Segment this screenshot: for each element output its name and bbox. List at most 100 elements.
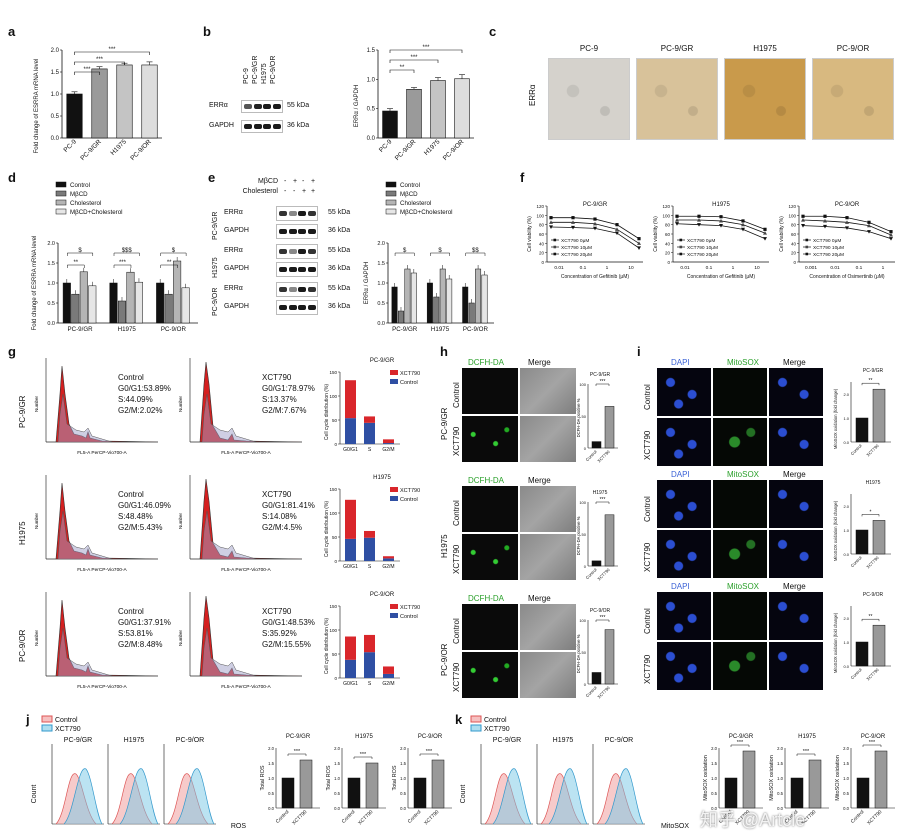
legend-marker — [553, 238, 557, 242]
x-axis-label: ROS — [231, 823, 247, 830]
legend-label: XCT790 0μM — [687, 238, 715, 244]
x-tick-label: Control — [341, 809, 357, 825]
sig-label: *** — [108, 47, 116, 53]
legend-label: Control — [400, 614, 418, 620]
sig-bracket — [430, 252, 450, 256]
s-value: S:13.37% — [262, 395, 297, 404]
series-point — [549, 225, 553, 229]
sig-bracket — [595, 383, 610, 386]
y-tick-label: 1.5 — [334, 761, 340, 766]
y-tick-label: 0.0 — [711, 806, 717, 811]
x-axis-label: Concentration of Gefitinib (μM) — [561, 274, 630, 280]
col-header: DAPI — [671, 582, 690, 591]
chart-title: PC-9/OR — [370, 592, 395, 598]
bar-control — [345, 418, 356, 444]
y-axis-label: Number — [178, 396, 183, 413]
bar — [126, 271, 135, 324]
g0g1-value: G0/G1:78.97% — [262, 384, 315, 393]
y-axis-label: Count — [31, 785, 38, 804]
row-cell-label: PC-9/GR — [440, 407, 449, 440]
blot-band — [279, 249, 287, 254]
g2m-value: G2/M:7.67% — [262, 406, 307, 415]
bar-xct790 — [364, 530, 375, 538]
sig-label: ** — [869, 378, 873, 384]
treatment-label: Control — [643, 496, 652, 522]
lane-label: PC-9/GR — [252, 55, 259, 84]
chart-title: PC-9/GR — [583, 202, 608, 208]
y-tick-label: 0.0 — [377, 321, 385, 327]
y-axis-label: Number — [34, 396, 39, 413]
lane-label: H1975 — [261, 63, 268, 84]
bar — [808, 759, 822, 809]
y-tick-label: 2.0 — [334, 746, 340, 751]
y-tick-label: 1.5 — [268, 761, 274, 766]
bar — [475, 268, 482, 324]
bar — [173, 260, 182, 324]
s-value: S:35.92% — [262, 629, 297, 638]
sig-label: *** — [119, 260, 127, 266]
g0g1-value: G0/G1:53.89% — [118, 384, 171, 393]
bar-control — [364, 652, 375, 678]
band-name: GAPDH — [209, 122, 234, 129]
y-tick-label: 1.0 — [400, 776, 406, 781]
legend-swatch — [385, 190, 397, 197]
y-tick-label: 150 — [329, 370, 337, 375]
mitosox-image — [713, 642, 767, 690]
series-point — [741, 227, 745, 232]
blot-band — [272, 104, 281, 109]
chart-title: PC-9/GR — [370, 358, 395, 364]
col-header-merge: Merge — [528, 594, 551, 603]
bar — [431, 759, 445, 809]
blot-band — [288, 229, 297, 234]
y-tick-label: 2.0 — [777, 746, 783, 751]
y-tick-label: 2.0 — [843, 392, 849, 397]
ihc-title: PC-9 — [579, 44, 599, 53]
ihc-image — [724, 58, 806, 140]
x-tick-label: 1 — [732, 265, 735, 271]
bar-chart-b: ERRα / GAPDH 0.0 0.5 1.0 1.5 PC-9 PC-9/GR H1975… — [354, 45, 474, 162]
g2m-value: G2/M:15.55% — [262, 640, 311, 649]
sig-bracket — [67, 252, 94, 256]
band-name: ERRα — [224, 247, 243, 254]
g2m-value: G2/M:8.48% — [118, 640, 163, 649]
y-tick-label: 0.0 — [400, 806, 406, 811]
series-point — [867, 220, 871, 224]
flow-histogram: FL5-A PerCP-Vio700-A Number — [34, 475, 159, 573]
col-header: MitoSOX — [727, 582, 760, 591]
merge-image — [769, 642, 823, 690]
bar — [790, 777, 804, 809]
col-header: MitoSOX — [727, 358, 760, 367]
sig-bracket — [861, 514, 880, 517]
legend-label: Control — [400, 182, 420, 189]
sig-label: $ — [438, 248, 442, 254]
sig-bracket — [74, 71, 100, 75]
row-cell-label: H1975 — [18, 521, 27, 545]
y-tick-label: 100 — [579, 618, 586, 623]
s-value: S:14.08% — [262, 512, 297, 521]
bar — [71, 293, 80, 324]
western-blot-b: PC-9 PC-9/GR H1975 PC-9/OR ERRα 55 kDa GAPDH 36… — [205, 40, 355, 140]
treatment-sign: - — [293, 188, 296, 195]
ihc-title: PC-9/OR — [836, 44, 870, 53]
y-tick-label: 1.0 — [47, 281, 55, 287]
treatment-label: Control — [452, 618, 461, 644]
histogram-title: H1975 — [124, 737, 145, 744]
ihc-images: PC-9 PC-9/GR H1975 PC-9/OR — [548, 44, 898, 144]
x-tick-label: Control — [850, 555, 863, 568]
sig-label: ** — [400, 65, 405, 71]
y-axis-label: Total ROS — [392, 765, 398, 790]
bar — [872, 624, 886, 667]
y-axis-label: Count — [460, 785, 467, 804]
treatment-label: XCT790 — [643, 430, 652, 460]
sig-bracket — [861, 382, 880, 386]
bar — [181, 287, 190, 324]
x-tick-label: PC-9/GR — [392, 326, 418, 333]
legend-label: XCT790 — [400, 488, 420, 494]
bar-control — [345, 538, 356, 561]
series-point — [889, 237, 893, 241]
y-tick-label: 0 — [584, 564, 587, 569]
y-tick-label: 60 — [791, 232, 797, 237]
y-tick-label: 20 — [791, 251, 797, 256]
